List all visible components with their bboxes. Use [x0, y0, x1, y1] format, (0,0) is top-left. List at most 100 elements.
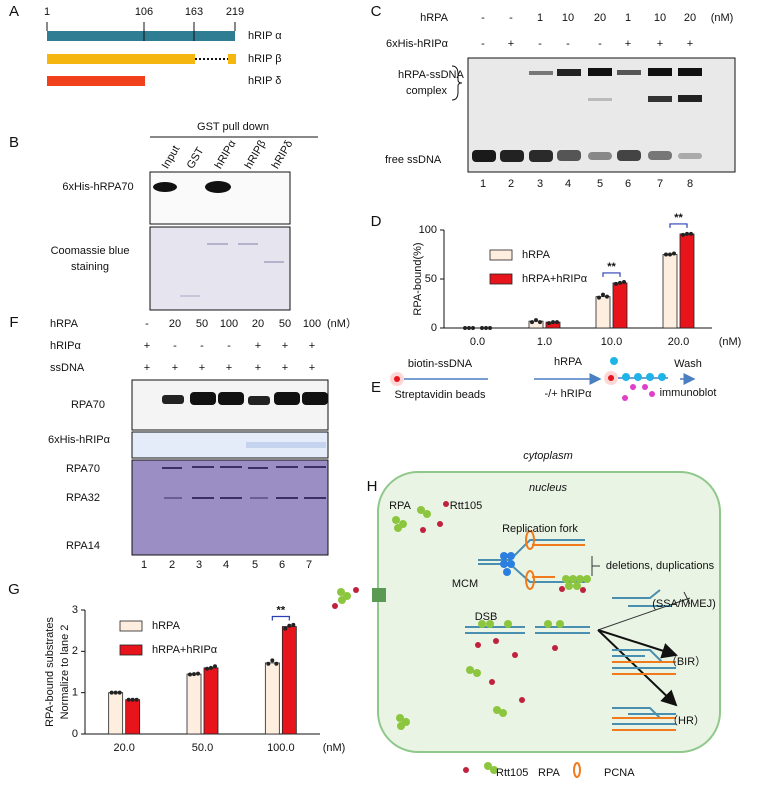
diagram-text: MCM — [452, 578, 478, 590]
diagram-text: Streptavidin beads — [394, 389, 486, 401]
row-label: hRPA — [50, 318, 79, 330]
replicate-point — [547, 321, 551, 326]
lane-number: 1 — [141, 559, 147, 571]
y-tick-label: 1 — [72, 687, 78, 699]
bar — [281, 626, 297, 735]
replicate-point — [597, 295, 601, 300]
unit: (nM) — [711, 12, 734, 24]
isoform-label: hRIP α — [248, 30, 282, 42]
replicate-point — [555, 320, 559, 325]
diagram-text: DSB — [475, 611, 498, 623]
diagram-text: RPA — [389, 500, 411, 512]
replicate-point — [681, 232, 685, 237]
condition: - — [566, 38, 570, 50]
bar — [662, 254, 678, 329]
condition: + — [144, 340, 150, 352]
y-axis-label: RPA-bound(%) — [412, 242, 424, 315]
legend-label: hRPA+hRIPα — [522, 273, 588, 285]
replicate-point — [601, 292, 605, 297]
y-axis-label: Normalize to lane 2 — [59, 625, 71, 720]
bar — [264, 662, 280, 735]
replicate-point — [488, 326, 492, 330]
replicate-point — [130, 697, 135, 702]
diagram-text: deletions, duplications — [606, 560, 715, 572]
replicate-point — [283, 626, 288, 631]
blot-label: RPA14 — [66, 540, 100, 552]
lane-number: 6 — [625, 178, 631, 190]
lane-number: 4 — [223, 559, 229, 571]
replicate-point — [113, 690, 118, 695]
condition: + — [144, 362, 150, 374]
bar — [679, 233, 695, 329]
replicate-point — [134, 697, 139, 702]
replicate-point — [622, 279, 626, 284]
diagram-text: biotin-ssDNA — [408, 358, 473, 370]
legend-swatch — [489, 249, 513, 261]
condition: - — [227, 340, 231, 352]
row-label: 6xHis-hRPA70 — [62, 181, 133, 193]
panel-label: B — [9, 134, 19, 151]
lane-number: 2 — [169, 559, 175, 571]
row-label: hRIPα — [50, 340, 81, 352]
lane-label: hRIPβ — [243, 138, 269, 171]
lane-number: 8 — [687, 178, 693, 190]
condition: 50 — [279, 318, 291, 330]
panel-b-shapes — [149, 136, 318, 311]
condition: + — [255, 340, 261, 352]
condition: + — [508, 38, 514, 50]
condition: 20 — [684, 12, 696, 24]
panel-h-diagram — [332, 471, 721, 778]
condition: + — [226, 362, 232, 374]
condition: - — [481, 12, 485, 24]
row-label: staining — [71, 261, 109, 273]
replicate-point — [109, 690, 114, 695]
lane-number: 3 — [537, 178, 543, 190]
condition: + — [282, 340, 288, 352]
bar — [595, 296, 611, 329]
condition: 20 — [169, 318, 181, 330]
panel-label: A — [9, 3, 19, 20]
bar — [186, 673, 202, 735]
x-tick-label: 20.0 — [668, 336, 689, 348]
compartment: cytoplasm — [523, 450, 573, 462]
blot-label: RPA32 — [66, 492, 100, 504]
y-tick-label: 50 — [425, 273, 437, 285]
condition: + — [309, 362, 315, 374]
panel-label: D — [371, 213, 382, 230]
condition: - — [200, 340, 204, 352]
condition: + — [255, 362, 261, 374]
lane-number: 4 — [565, 178, 571, 190]
condition: + — [282, 362, 288, 374]
condition: + — [199, 362, 205, 374]
significance-bracket — [669, 223, 688, 228]
lane-label: hRIPα — [213, 138, 239, 171]
condition: - — [145, 318, 149, 330]
replicate-point — [270, 658, 275, 663]
row-label: hRPA — [420, 12, 449, 24]
condition: + — [625, 38, 631, 50]
bar — [108, 692, 124, 735]
replicate-point — [117, 690, 122, 695]
lane-number: 5 — [597, 178, 603, 190]
replicate-point — [471, 326, 475, 330]
x-tick-label: 1.0 — [537, 336, 552, 348]
bar — [612, 282, 628, 329]
condition: 20 — [252, 318, 264, 330]
condition: 100 — [303, 318, 321, 330]
replicate-point — [685, 231, 689, 236]
panel-label: H — [367, 478, 378, 495]
residue-number: 106 — [135, 6, 153, 18]
legend-swatch — [119, 620, 143, 632]
legend-swatch — [119, 644, 143, 656]
diagram-text: Rtt105 — [450, 500, 482, 512]
replicate-point — [188, 672, 192, 677]
replicate-point — [664, 252, 668, 257]
panel-label: E — [371, 379, 381, 396]
replicate-point — [605, 294, 609, 299]
replicate-point — [287, 623, 292, 628]
legend-label: hRPA — [152, 620, 181, 632]
isoform-label: hRIP δ — [248, 75, 281, 87]
condition: - — [481, 38, 485, 50]
panel-label: G — [8, 581, 20, 598]
condition: - — [598, 38, 602, 50]
